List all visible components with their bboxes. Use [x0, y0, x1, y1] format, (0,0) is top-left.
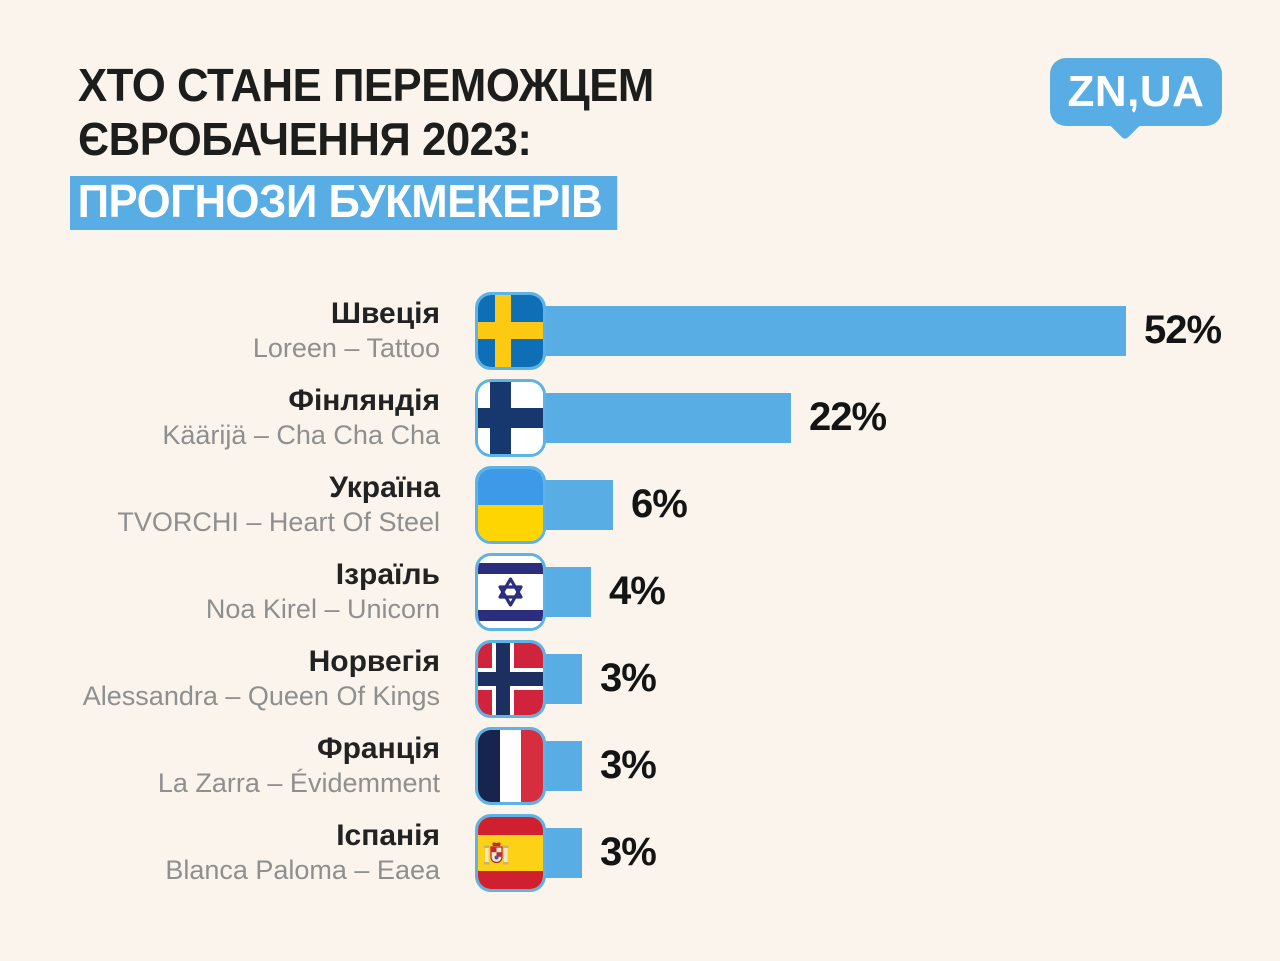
percent-label: 52% [1144, 308, 1222, 352]
row-labels: Фінляндія Käärijä – Cha Cha Cha [0, 383, 440, 452]
row-labels: Іспанія Blanca Paloma – Eaea [0, 818, 440, 887]
znua-logo: ZN,UA [1050, 58, 1222, 141]
logo-text: ZN,UA [1067, 67, 1205, 116]
country-label: Україна [329, 471, 440, 504]
row-labels: Норвегія Alessandra – Queen Of Kings [0, 644, 440, 713]
norway-flag-icon [475, 639, 546, 718]
value-bar [532, 305, 1126, 356]
title-line-2: ЄВРОБАЧЕННЯ 2023: [78, 113, 532, 165]
ukraine-flag-icon [475, 465, 546, 544]
chart-row-israel: Ізраїль Noa Kirel – Unicorn 4% [0, 548, 1280, 635]
artist-label: Noa Kirel – Unicorn [205, 594, 440, 624]
france-flag-icon [475, 726, 546, 805]
percent-label: 3% [600, 830, 657, 874]
artist-label: Alessandra – Queen Of Kings [82, 681, 440, 711]
artist-label: Blanca Paloma – Eaea [165, 855, 440, 885]
country-label: Швеція [330, 297, 440, 330]
percent-label: 6% [631, 482, 688, 526]
finland-flag-icon [475, 378, 546, 457]
artist-label: TVORCHI – Heart Of Steel [117, 507, 440, 537]
country-label: Норвегія [308, 645, 440, 678]
artist-label: La Zarra – Évidemment [157, 768, 440, 798]
row-labels: Україна TVORCHI – Heart Of Steel [0, 470, 440, 539]
percent-label: 3% [600, 743, 657, 787]
percent-label: 4% [609, 569, 666, 613]
country-label: Іспанія [336, 819, 440, 852]
artist-label: Loreen – Tattoo [252, 333, 440, 363]
page-title: ХТО СТАНЕ ПЕРЕМОЖЦЕМ ЄВРОБАЧЕННЯ 2023: [78, 58, 654, 166]
sweden-flag-icon [475, 291, 546, 370]
title-line-1: ХТО СТАНЕ ПЕРЕМОЖЦЕМ [78, 59, 654, 111]
chart-row-ukraine: Україна TVORCHI – Heart Of Steel 6% [0, 461, 1280, 548]
title-highlight: ПРОГНОЗИ БУКМЕКЕРІВ [70, 176, 618, 230]
chart-row-finland: Фінляндія Käärijä – Cha Cha Cha 22% [0, 374, 1280, 461]
row-labels: Франція La Zarra – Évidemment [0, 731, 440, 800]
row-labels: Ізраїль Noa Kirel – Unicorn [0, 557, 440, 626]
chart-row-france: Франція La Zarra – Évidemment 3% [0, 722, 1280, 809]
value-bar [532, 392, 791, 443]
percent-label: 22% [809, 395, 887, 439]
country-label: Франція [316, 732, 440, 765]
chart-row-spain: Іспанія Blanca Paloma – Eaea [0, 809, 1280, 896]
row-labels: Швеція Loreen – Tattoo [0, 296, 440, 365]
country-label: Фінляндія [288, 384, 440, 417]
country-label: Ізраїль [335, 558, 440, 591]
israel-flag-icon [475, 552, 546, 631]
chart-row-norway: Норвегія Alessandra – Queen Of Kings 3% [0, 635, 1280, 722]
percent-label: 3% [600, 656, 657, 700]
spain-flag-icon [475, 813, 546, 892]
chart-row-sweden: Швеція Loreen – Tattoo 52% [0, 287, 1280, 374]
bar-chart: Швеція Loreen – Tattoo 52% Фінляндія Kää… [0, 287, 1280, 896]
header: ХТО СТАНЕ ПЕРЕМОЖЦЕМ ЄВРОБАЧЕННЯ 2023: П… [70, 58, 684, 230]
artist-label: Käärijä – Cha Cha Cha [162, 420, 440, 450]
